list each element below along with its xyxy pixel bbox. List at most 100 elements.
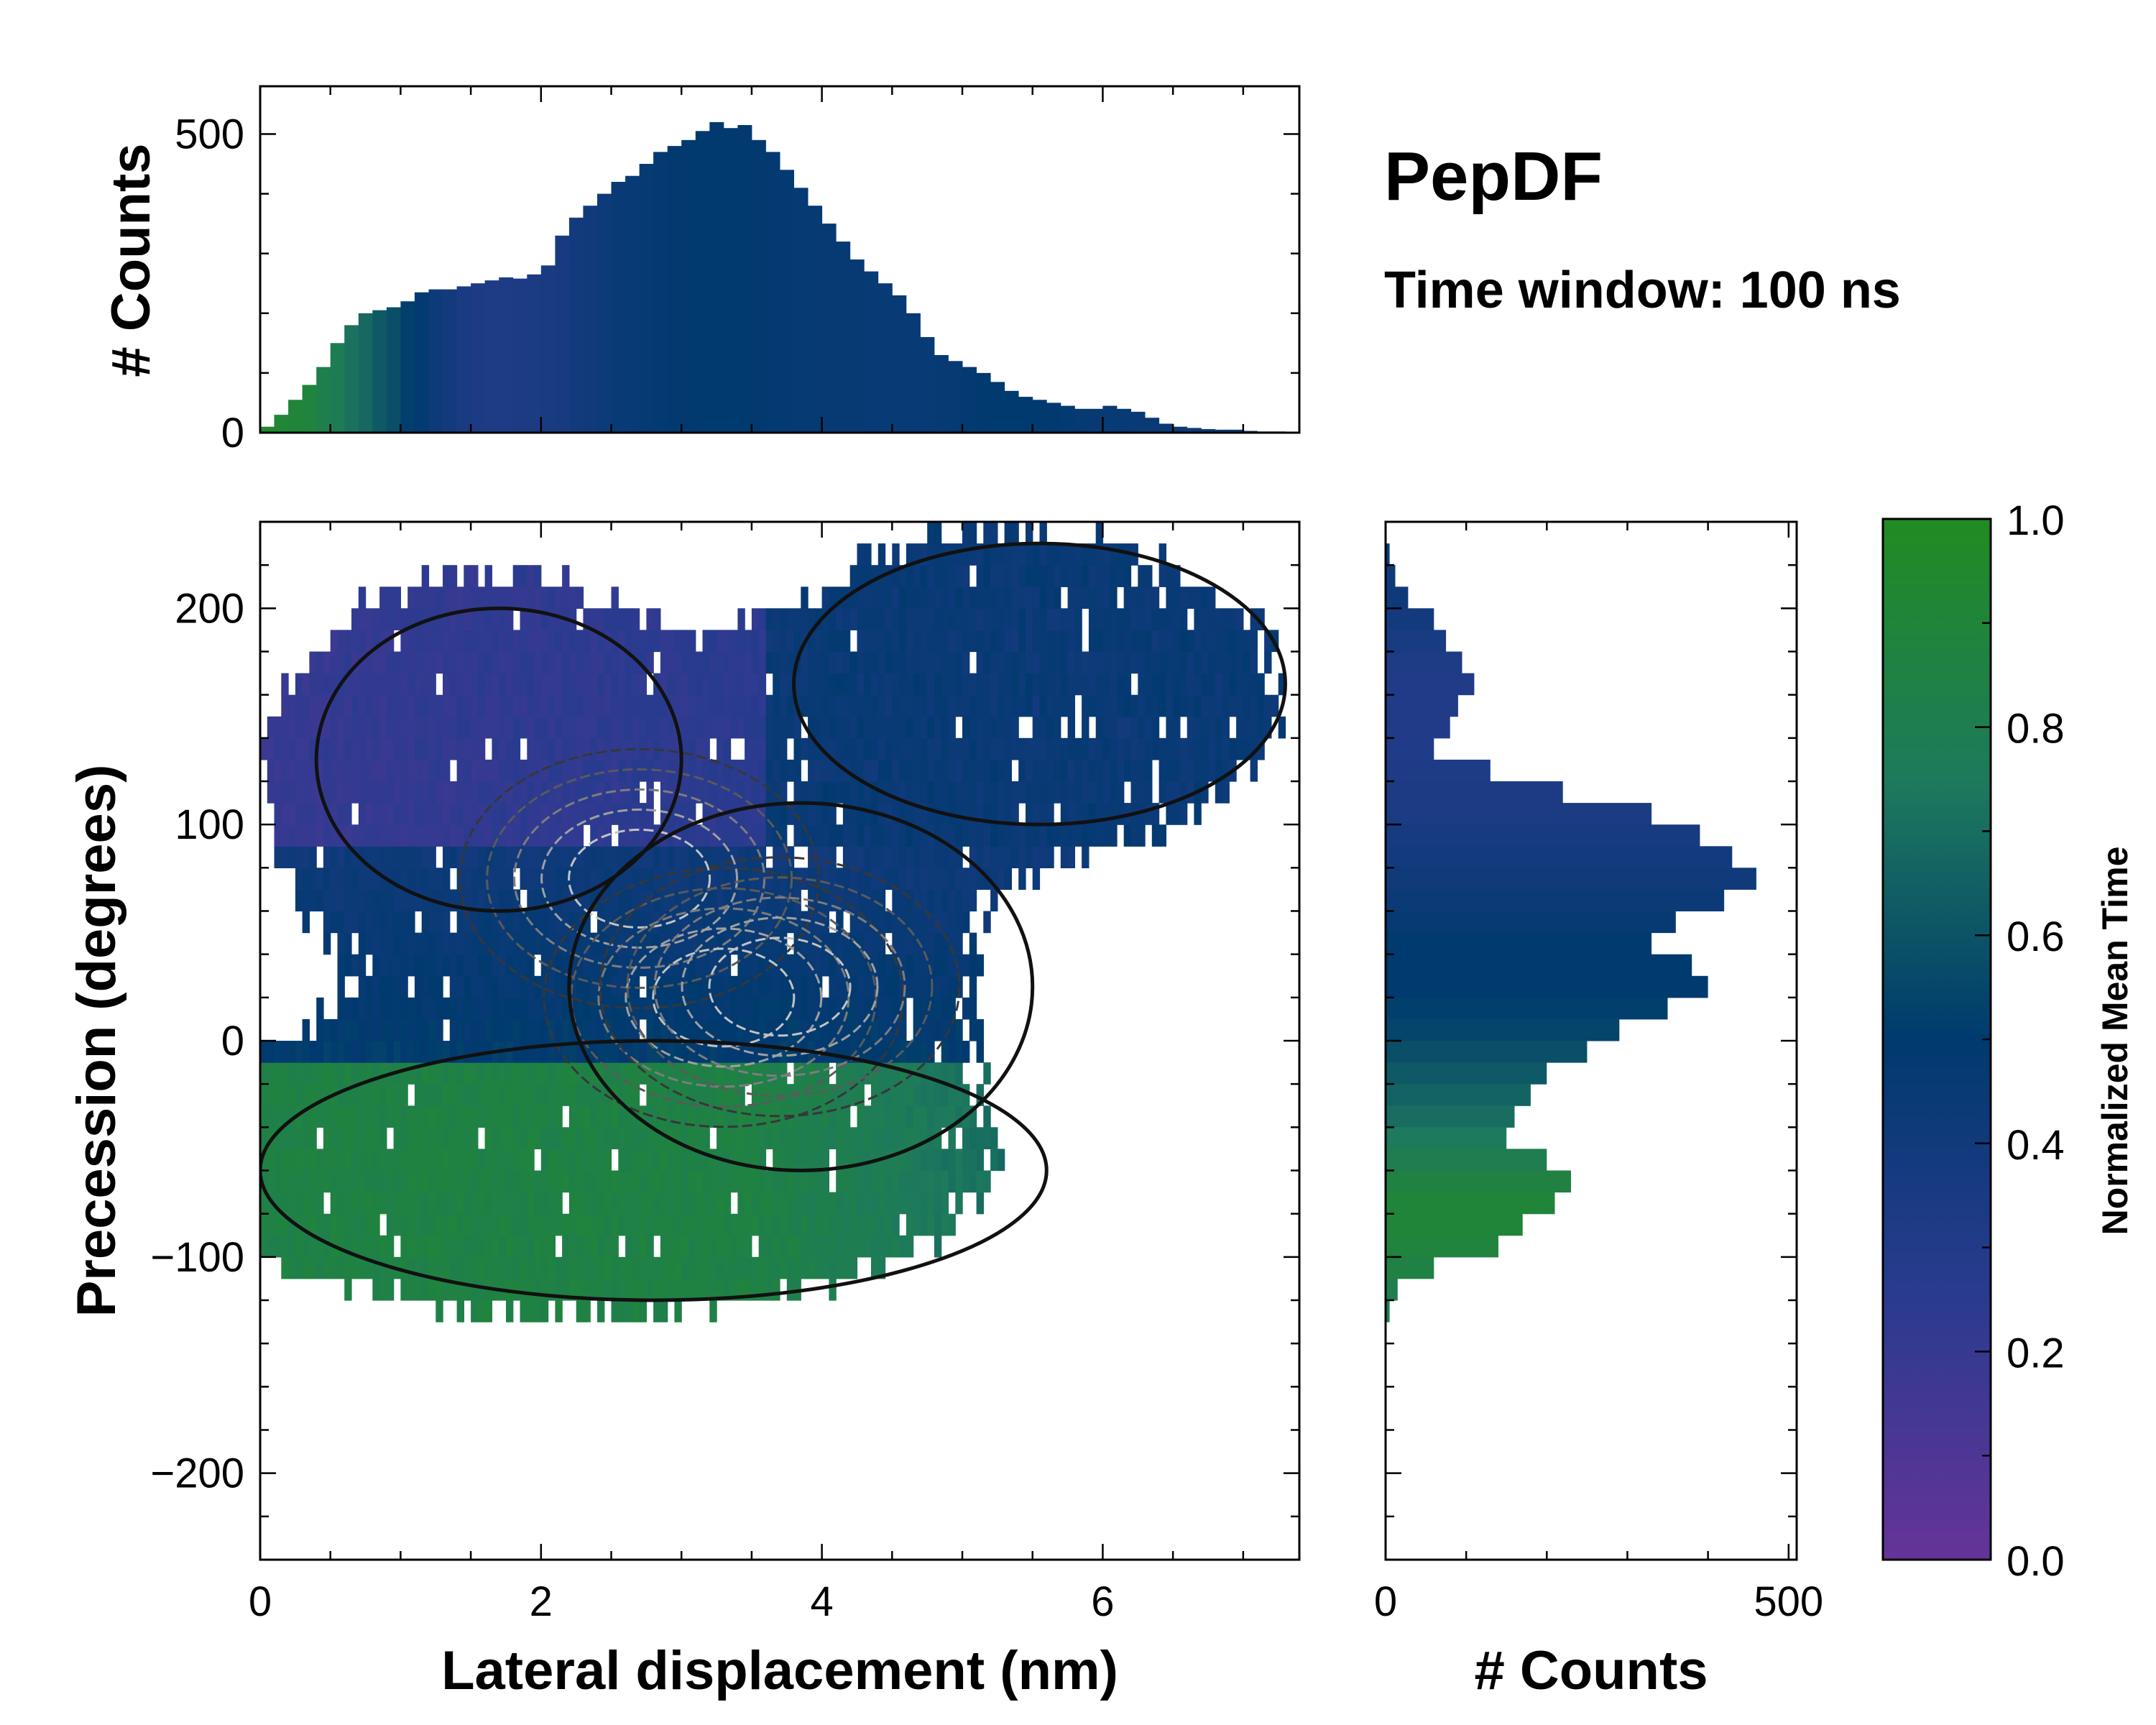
heatmap-cell bbox=[1011, 608, 1019, 630]
heatmap-cell bbox=[520, 1149, 528, 1172]
heatmap-cell bbox=[534, 803, 542, 825]
heatmap-cell bbox=[920, 1192, 928, 1215]
heatmap-cell bbox=[344, 651, 352, 674]
heatmap-cell bbox=[899, 565, 907, 587]
heatmap-cell bbox=[709, 824, 717, 847]
heatmap-cell bbox=[793, 716, 801, 739]
heatmap-cell bbox=[464, 1192, 471, 1215]
heatmap-cell bbox=[709, 716, 717, 739]
heatmap-cell bbox=[499, 868, 507, 890]
heatmap-cell bbox=[745, 868, 752, 890]
heatmap-cell bbox=[393, 586, 401, 609]
heatmap-cell bbox=[471, 932, 479, 955]
heatmap-cell bbox=[421, 781, 430, 804]
heatmap-cell bbox=[365, 1256, 373, 1279]
heatmap-cell bbox=[976, 824, 984, 847]
heatmap-cell bbox=[372, 759, 380, 782]
heatmap-cell bbox=[456, 868, 464, 890]
heatmap-cell bbox=[920, 737, 928, 760]
heatmap-cell bbox=[751, 1213, 760, 1236]
heatmap-cell bbox=[625, 1041, 633, 1063]
heatmap-cell bbox=[1222, 673, 1230, 696]
heatmap-cell bbox=[618, 1041, 626, 1063]
heatmap-cell bbox=[1018, 759, 1026, 782]
heatmap-cell bbox=[512, 673, 521, 696]
heatmap-cell bbox=[829, 586, 837, 609]
heatmap-cell bbox=[829, 1105, 837, 1128]
heatmap-cell bbox=[773, 630, 780, 653]
heatmap-cell bbox=[962, 694, 970, 717]
heatmap-cell bbox=[849, 651, 858, 674]
heatmap-cell bbox=[1130, 608, 1138, 630]
heatmap-cell bbox=[1208, 694, 1216, 717]
heatmap-cell bbox=[520, 1300, 528, 1322]
heatmap-cell bbox=[780, 1127, 788, 1149]
heatmap-cell bbox=[1102, 630, 1110, 653]
heatmap-cell bbox=[632, 954, 640, 977]
heatmap-cell bbox=[695, 759, 704, 782]
heatmap-cell bbox=[758, 694, 767, 717]
heatmap-cell bbox=[407, 630, 415, 653]
heatmap-cell bbox=[477, 694, 486, 717]
heatmap-cell bbox=[1117, 759, 1125, 782]
x-tick-label: 6 bbox=[1091, 1578, 1114, 1625]
heatmap-cell bbox=[751, 1256, 760, 1279]
heatmap-cell bbox=[1158, 608, 1166, 630]
heatmap-cell bbox=[646, 630, 654, 653]
heatmap-cell bbox=[941, 1170, 949, 1193]
heatmap-cell bbox=[449, 1062, 458, 1085]
heatmap-cell bbox=[674, 759, 682, 782]
heatmap-cell bbox=[386, 1192, 395, 1215]
heatmap-cell bbox=[969, 824, 977, 847]
heatmap-cell bbox=[484, 1170, 492, 1193]
heatmap-cell bbox=[499, 846, 507, 868]
heatmap-cell bbox=[597, 1041, 605, 1063]
heatmap-cell bbox=[597, 824, 605, 847]
heatmap-cell bbox=[639, 1278, 647, 1301]
heatmap-cell bbox=[428, 781, 436, 804]
heatmap-cell bbox=[976, 803, 984, 825]
heatmap-cell bbox=[717, 1170, 724, 1193]
heatmap-cell bbox=[548, 911, 556, 934]
heatmap-cell bbox=[842, 1149, 851, 1172]
heatmap-cell bbox=[337, 781, 345, 804]
heatmap-cell bbox=[821, 608, 829, 630]
heatmap-cell bbox=[793, 673, 801, 696]
heatmap-cell bbox=[414, 1084, 423, 1106]
heatmap-cell bbox=[758, 1105, 767, 1128]
heatmap-cell bbox=[1046, 586, 1054, 609]
heatmap-cell bbox=[1229, 651, 1237, 674]
heatmap-cell bbox=[562, 1062, 570, 1085]
heatmap-cell bbox=[751, 1127, 760, 1149]
top-hist-bar bbox=[1229, 429, 1244, 433]
heatmap-cell bbox=[793, 932, 801, 955]
heatmap-cell bbox=[625, 1278, 633, 1301]
heatmap-cell bbox=[667, 1213, 676, 1236]
heatmap-cell bbox=[534, 586, 542, 609]
heatmap-cell bbox=[471, 716, 479, 739]
heatmap-cell bbox=[1011, 781, 1019, 804]
heatmap-cell bbox=[681, 997, 689, 1020]
heatmap-cell bbox=[934, 651, 942, 674]
heatmap-cell bbox=[379, 846, 387, 868]
heatmap-cell bbox=[730, 1127, 738, 1149]
heatmap-cell bbox=[477, 1149, 486, 1172]
heatmap-cell bbox=[421, 1278, 430, 1301]
heatmap-cell bbox=[274, 1084, 282, 1106]
heatmap-cell bbox=[492, 1256, 499, 1279]
heatmap-cell bbox=[365, 608, 373, 630]
heatmap-cell bbox=[288, 1235, 296, 1258]
heatmap-cell bbox=[484, 1149, 492, 1172]
heatmap-cell bbox=[1011, 673, 1019, 696]
heatmap-cell bbox=[681, 975, 689, 998]
heatmap-cell bbox=[674, 1105, 682, 1128]
heatmap-cell bbox=[562, 932, 570, 955]
heatmap-cell bbox=[618, 1062, 626, 1085]
heatmap-cell bbox=[414, 1192, 423, 1215]
y-tick-label: 200 bbox=[175, 585, 244, 632]
heatmap-cell bbox=[1179, 803, 1188, 825]
heatmap-cell bbox=[1151, 716, 1160, 739]
heatmap-cell bbox=[512, 997, 521, 1020]
heatmap-cell bbox=[316, 759, 324, 782]
heatmap-cell bbox=[351, 1213, 359, 1236]
